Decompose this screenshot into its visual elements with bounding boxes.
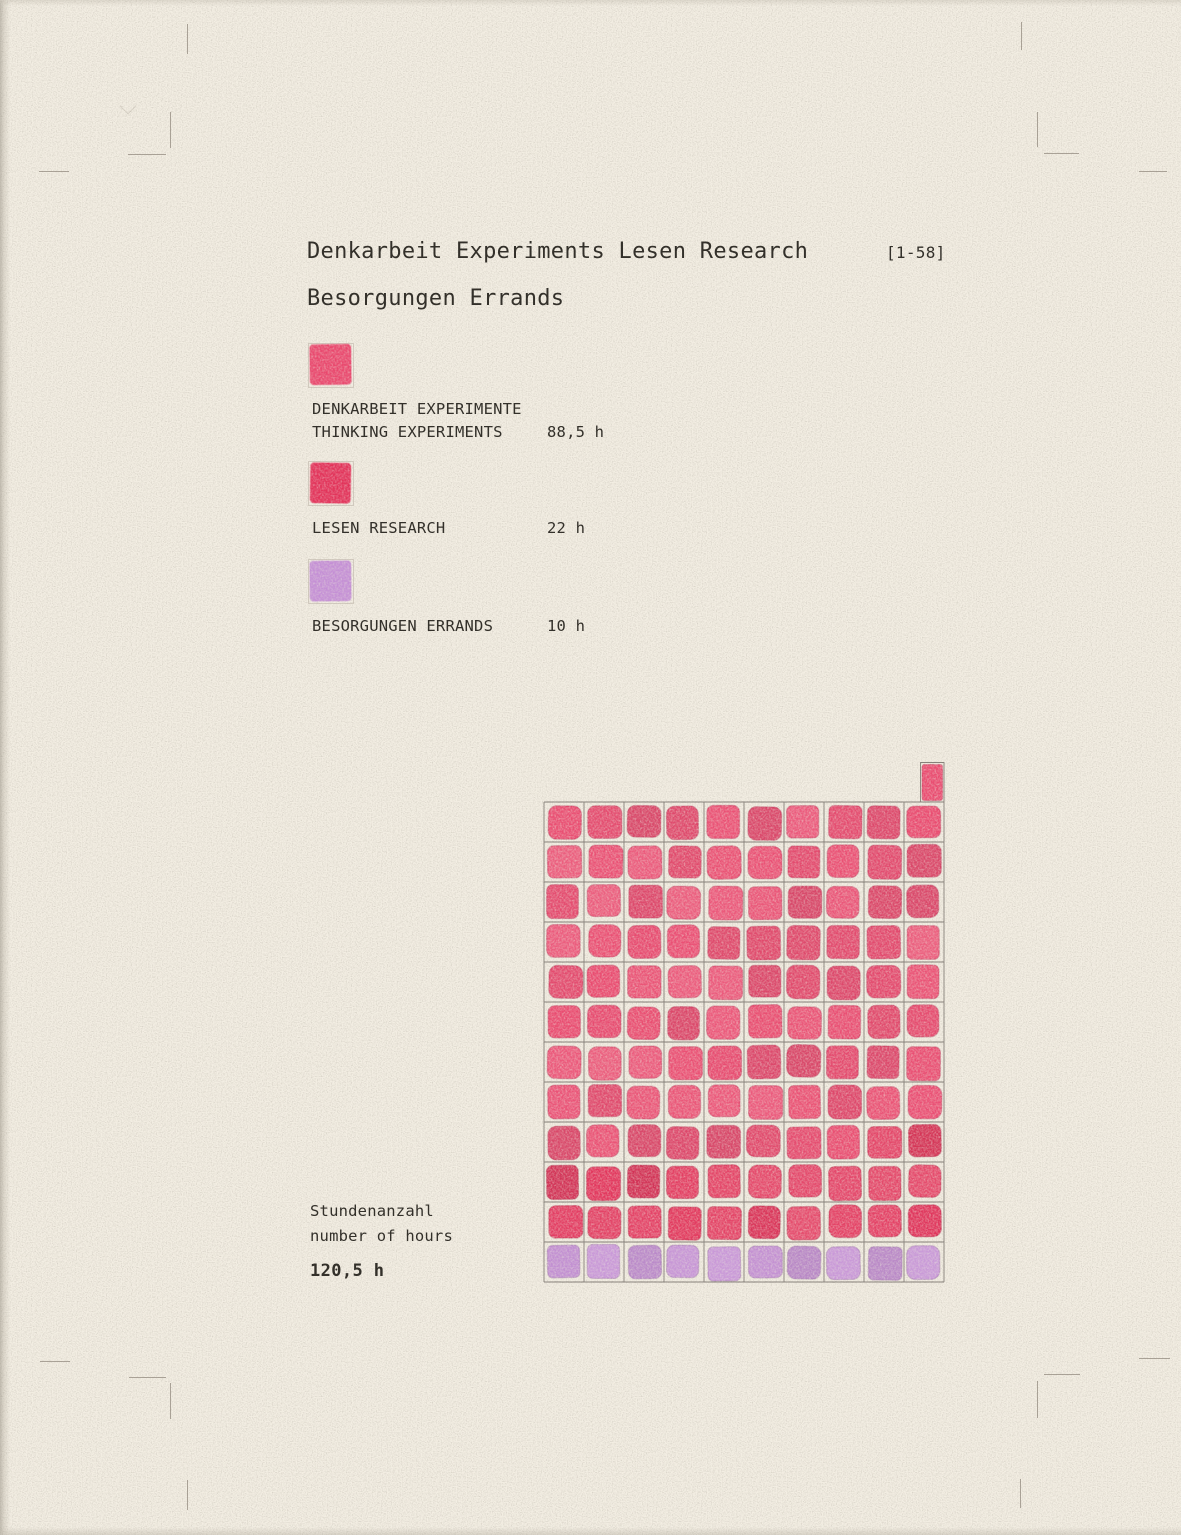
registration-mark — [187, 1480, 189, 1510]
registration-mark — [1139, 171, 1167, 173]
registration-mark — [40, 1361, 70, 1363]
registration-mark — [1044, 153, 1079, 155]
registration-mark — [1139, 1358, 1170, 1360]
legend-value-errands: 10 h — [547, 617, 586, 635]
page-index-tag: [1-58] — [886, 243, 946, 262]
paper-edge-left — [0, 0, 10, 1535]
registration-mark — [1020, 1479, 1022, 1508]
registration-mark — [170, 1383, 172, 1419]
registration-mark — [128, 154, 166, 156]
legend-label-errands: BESORGUNGEN ERRANDS — [312, 617, 494, 635]
registration-mark — [39, 171, 69, 173]
waffle-cells — [545, 763, 944, 1282]
waffle-chart — [543, 762, 945, 1283]
registration-mark — [170, 112, 172, 148]
waffle-gridlines — [543, 762, 945, 1283]
total-hours: 120,5 h — [310, 1261, 385, 1281]
registration-mark — [1037, 112, 1039, 147]
registration-mark — [1044, 1374, 1080, 1376]
legend-swatch-errands — [308, 559, 356, 606]
page-subtitle: Besorgungen Errands — [307, 286, 565, 311]
registration-mark — [129, 1377, 166, 1379]
registration-mark — [1037, 1381, 1039, 1418]
hours-label-en: number of hours — [310, 1227, 453, 1245]
legend-swatch-thinking-experiments — [308, 343, 356, 390]
hours-label-de: Stundenanzahl — [310, 1202, 434, 1220]
legend-label-en: THINKING EXPERIMENTS — [312, 423, 503, 441]
legend-value-research: 22 h — [547, 519, 586, 537]
legend-label-de: DENKARBEIT EXPERIMENTE — [312, 400, 522, 418]
legend-label-research: LESEN RESEARCH — [312, 519, 446, 537]
legend-swatch-research — [308, 461, 356, 508]
page-title: Denkarbeit Experiments Lesen Research — [307, 239, 809, 264]
paper-edge-top — [0, 0, 1181, 6]
registration-mark — [187, 24, 189, 54]
legend-value-thinking-experiments: 88,5 h — [547, 423, 605, 441]
registration-mark — [1021, 22, 1023, 50]
paper-edge-bottom — [0, 1527, 1181, 1535]
registration-chevron — [119, 97, 137, 115]
